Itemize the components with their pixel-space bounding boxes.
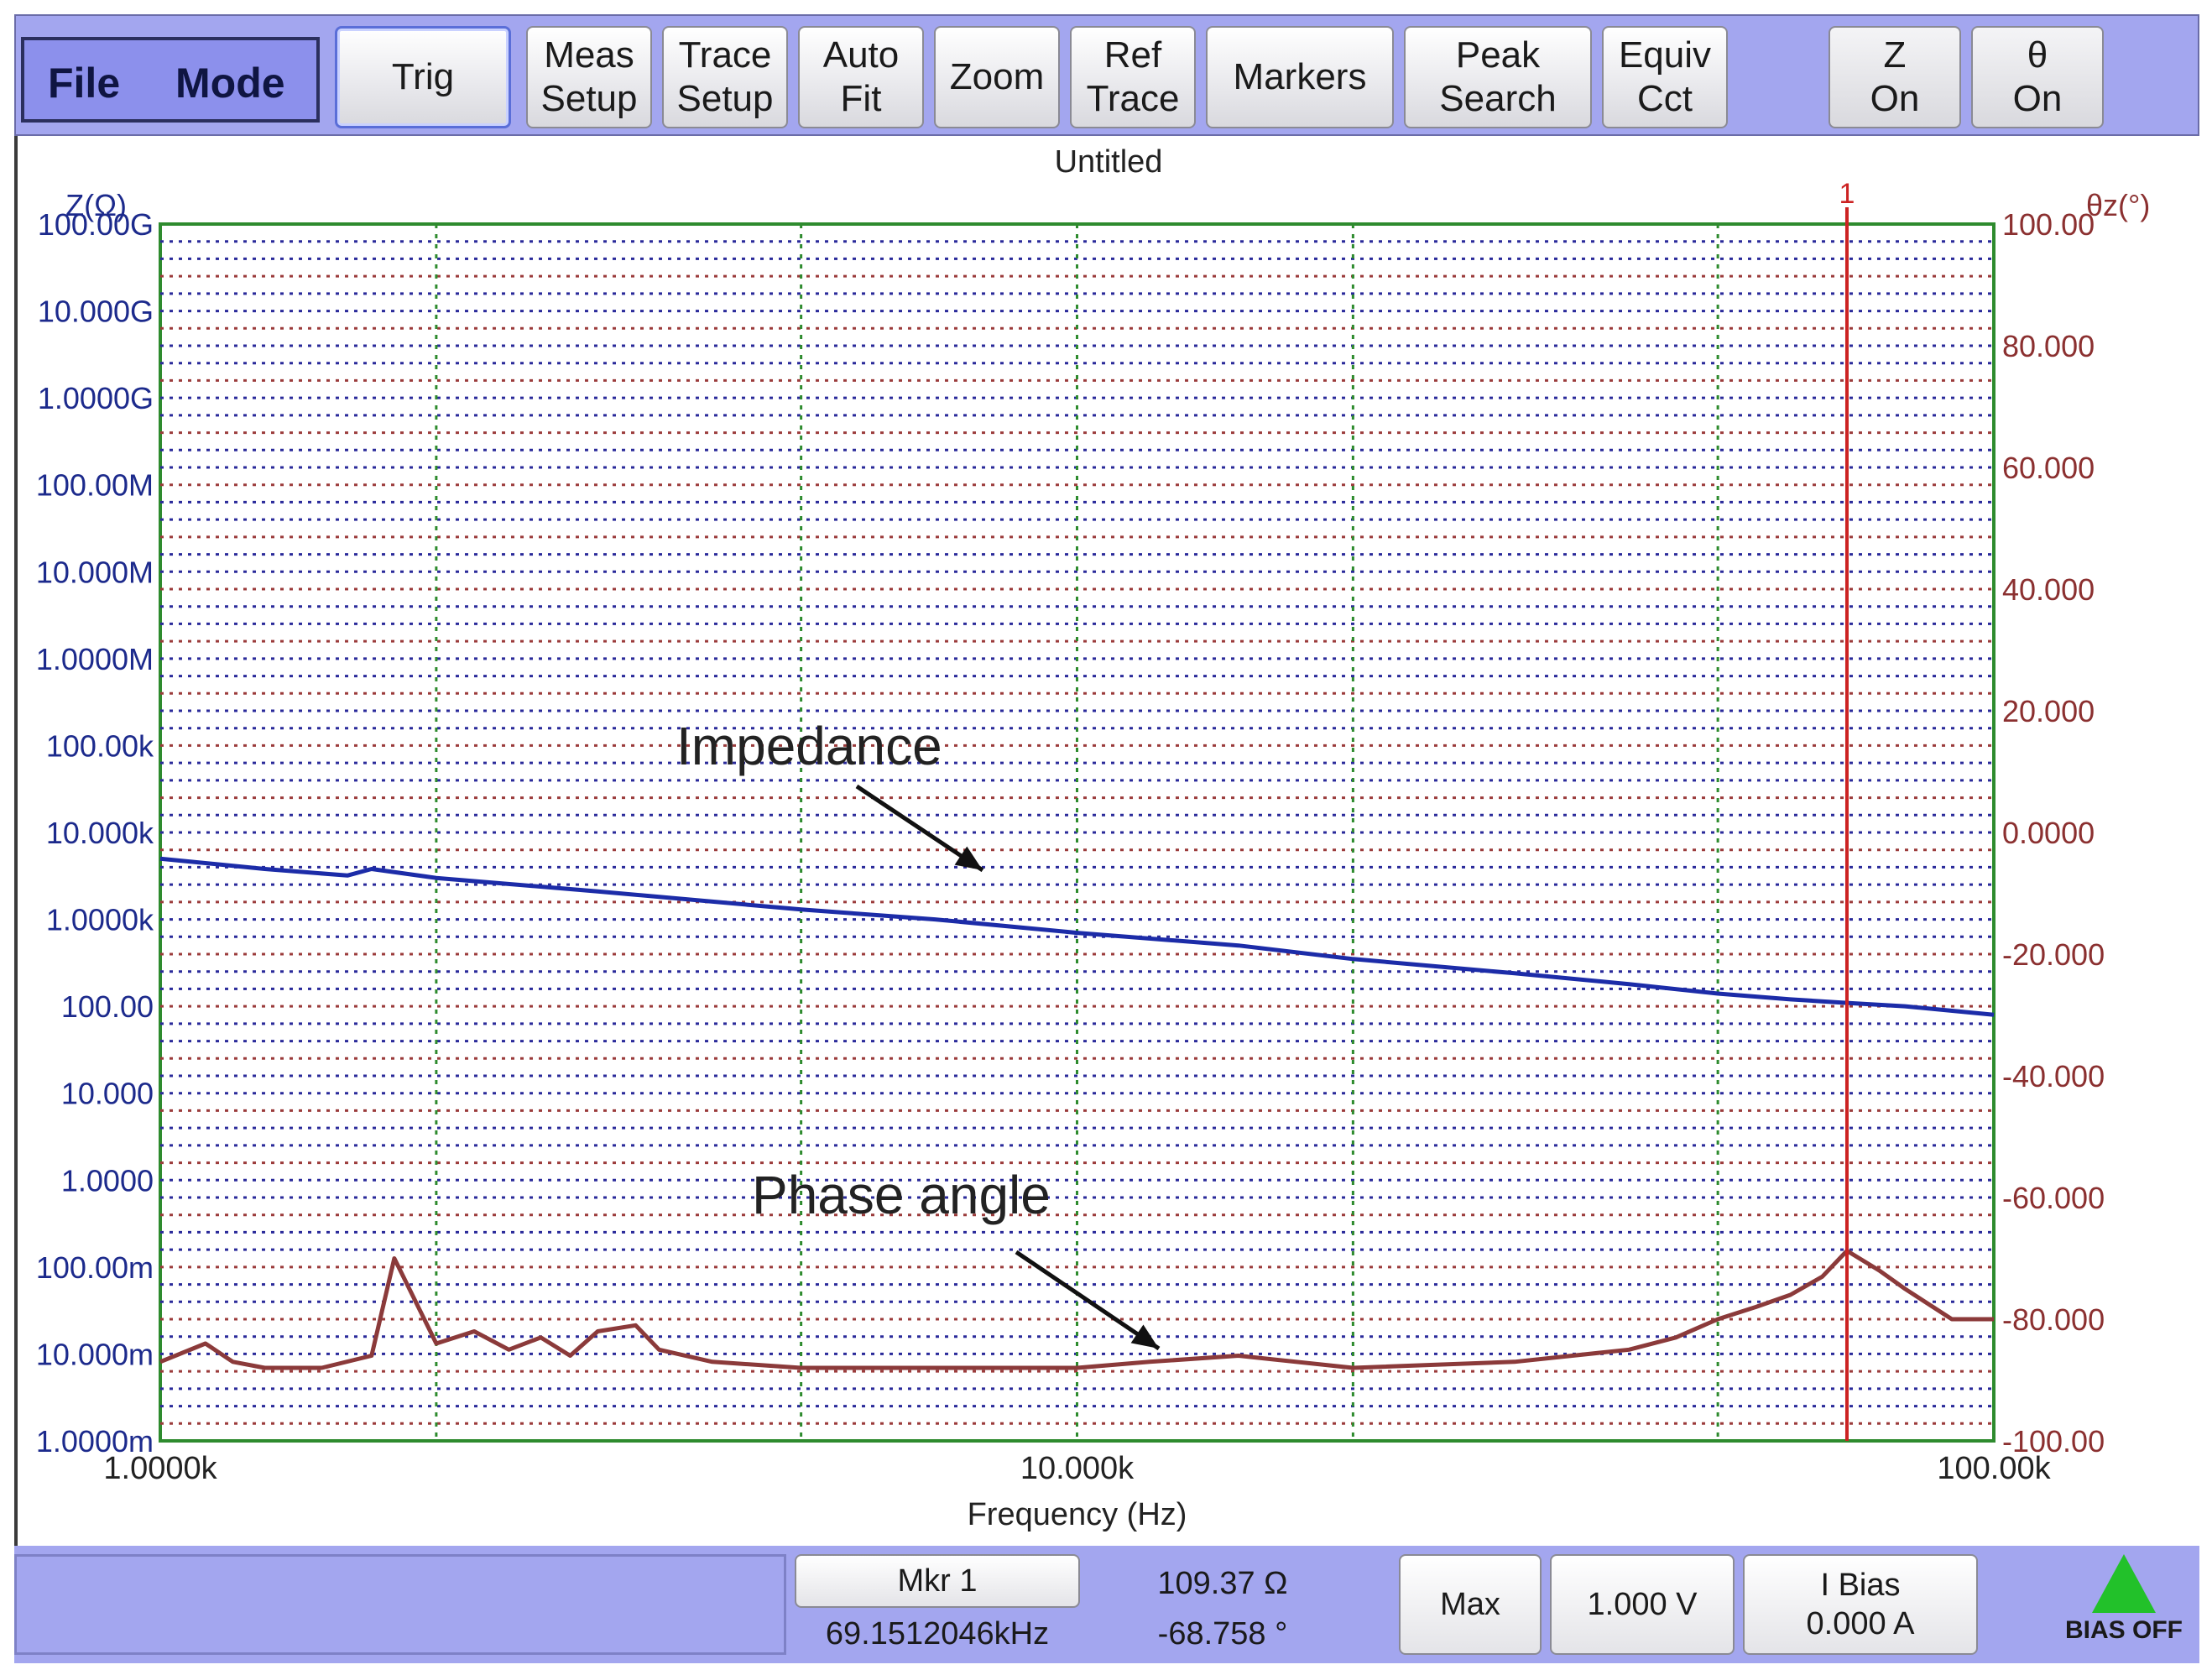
y-left-axis-title: Z(Ω) <box>65 188 127 222</box>
meas-setup-button[interactable]: Meas Setup <box>526 26 652 128</box>
auto-fit-button[interactable]: Auto Fit <box>798 26 924 128</box>
y-left-tick-label: 10.000m <box>36 1337 154 1371</box>
marker-impedance-readout: 109.37 Ω <box>1157 1566 1288 1601</box>
y-right-tick-label: -60.000 <box>2002 1181 2105 1215</box>
phase-angle-arrow <box>1015 1250 1161 1351</box>
y-left-tick-label: 10.000k <box>46 816 154 850</box>
status-message-field <box>14 1554 786 1655</box>
z-on-toggle[interactable]: Z On <box>1829 26 1961 128</box>
toolbar: File Mode Trig Meas Setup Trace Setup Au… <box>14 14 2199 136</box>
y-left-tick-label: 100.00G <box>38 207 154 242</box>
y-right-tick-label: 100.00 <box>2002 207 2095 242</box>
impedance-trace <box>159 856 1995 1017</box>
x-tick-label: 100.00k <box>1937 1451 2051 1486</box>
zoom-button[interactable]: Zoom <box>934 26 1060 128</box>
y-left-tick-label: 100.00 <box>61 989 154 1024</box>
y-left-tick-label: 100.00M <box>36 468 154 503</box>
y-right-tick-label: -80.000 <box>2002 1302 2105 1337</box>
menu-mode[interactable]: Mode <box>175 60 285 107</box>
y-right-tick-label: 20.000 <box>2002 694 2095 728</box>
y-left-tick-label: 10.000G <box>38 295 154 329</box>
y-left-tick-label: 1.0000M <box>36 642 154 676</box>
phase-angle-arrow-head <box>1130 1324 1159 1349</box>
y-left-tick-label: 1.0000m <box>36 1424 154 1458</box>
y-right-tick-label: 0.0000 <box>2002 816 2095 850</box>
bias-warning-icon <box>2092 1554 2156 1613</box>
peak-search-button[interactable]: Peak Search <box>1404 26 1592 128</box>
y-right-tick-label: -40.000 <box>2002 1059 2105 1093</box>
phase-angle-trace <box>159 1249 1994 1370</box>
y-right-tick-label: 40.000 <box>2002 572 2095 607</box>
marker-phase-readout: -68.758 ° <box>1157 1616 1288 1652</box>
trig-button[interactable]: Trig <box>335 26 511 128</box>
chart-title: Untitled <box>1054 144 1163 180</box>
y-left-tick-label: 10.000M <box>36 555 154 589</box>
menu-file[interactable]: File <box>48 60 121 107</box>
y-right-tick-label: 80.000 <box>2002 329 2095 363</box>
y-left-tick-label: 1.0000k <box>46 903 154 937</box>
markers-button[interactable]: Markers <box>1206 26 1394 128</box>
y-left-tick-label: 10.000 <box>61 1077 154 1111</box>
y-left-tick-label: 100.00k <box>46 728 154 763</box>
marker-1-label: 1 <box>1839 178 1855 210</box>
x-axis-title: Frequency (Hz) <box>968 1497 1187 1532</box>
max-button[interactable]: Max <box>1399 1554 1542 1655</box>
bias-indicator: BIAS OFF <box>2065 1554 2183 1655</box>
menu-bar: File Mode <box>21 37 320 123</box>
y-right-tick-label: 60.000 <box>2002 451 2095 485</box>
x-tick-label: 1.0000k <box>103 1451 217 1486</box>
impedance-annotation: Impedance <box>676 716 942 776</box>
theta-on-toggle[interactable]: θ On <box>1971 26 2104 128</box>
marker-1-button[interactable]: Mkr 1 <box>795 1554 1080 1608</box>
y-right-tick-label: -100.00 <box>2002 1424 2105 1458</box>
y-left-tick-label: 1.0000G <box>38 381 154 415</box>
y-right-axis-title: θz(°) <box>2086 188 2150 222</box>
impedance-phase-chart: 100.00G 10.000G 1.0000G 100.00M 10.000M 1.000… <box>36 178 2151 1532</box>
status-bar: Mkr 1 69.1512046kHz 109.37 Ω -68.758 ° M… <box>14 1546 2199 1663</box>
ref-trace-button[interactable]: Ref Trace <box>1070 26 1196 128</box>
i-bias-button[interactable]: I Bias 0.000 A <box>1743 1554 1978 1655</box>
y-right-tick-label: -20.000 <box>2002 937 2105 972</box>
marker-frequency-readout: 69.1512046kHz <box>825 1616 1050 1652</box>
y-left-tick-label: 100.00m <box>36 1250 154 1285</box>
y-left-tick-label: 1.0000 <box>61 1163 154 1198</box>
trace-setup-button[interactable]: Trace Setup <box>662 26 788 128</box>
phase-angle-annotation: Phase angle <box>752 1165 1051 1225</box>
impedance-arrow-head <box>954 846 983 870</box>
x-tick-label: 10.000k <box>1020 1451 1135 1486</box>
drive-level-button[interactable]: 1.000 V <box>1550 1554 1735 1655</box>
equiv-cct-button[interactable]: Equiv Cct <box>1602 26 1728 128</box>
bias-status-label: BIAS OFF <box>2065 1616 2183 1644</box>
plot-panel: Untitled 100.00G 10.000G 1.0000G 100.00M 10.… <box>14 136 2199 1546</box>
